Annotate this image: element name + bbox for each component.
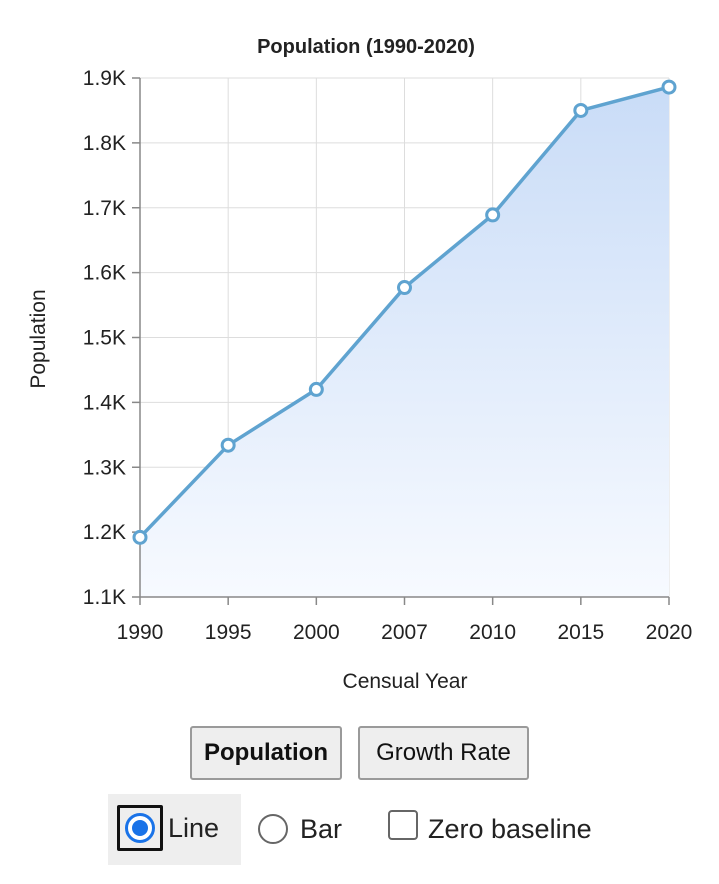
- y-tick-label: 1.7K: [83, 197, 126, 220]
- x-tick-label: 2015: [557, 621, 604, 644]
- line-radio[interactable]: [125, 813, 155, 843]
- focus-ring: [117, 805, 163, 851]
- data-point[interactable]: [308, 381, 324, 397]
- bar-radio[interactable]: [258, 814, 288, 844]
- y-tick-label: 1.5K: [83, 327, 126, 350]
- y-tick-label: 1.4K: [83, 391, 126, 414]
- metric-toggle: Population Growth Rate: [0, 726, 719, 784]
- x-tick-label: 2007: [381, 621, 428, 644]
- y-tick-label: 1.2K: [83, 521, 126, 544]
- y-tick-label: 1.6K: [83, 262, 126, 285]
- line-label: Line: [168, 813, 220, 843]
- population-button[interactable]: Population: [190, 726, 342, 780]
- y-tick-label: 1.8K: [83, 132, 126, 155]
- x-tick-label: 2010: [469, 621, 516, 644]
- zero-baseline-checkbox[interactable]: [388, 810, 418, 840]
- population-chart: Population (1990-2020) 1.1K 1.2K 1.3K 1.4K 1…: [27, 36, 693, 693]
- data-point[interactable]: [573, 102, 589, 118]
- data-point[interactable]: [661, 79, 677, 95]
- x-tick-label: 2020: [646, 621, 693, 644]
- data-point[interactable]: [485, 207, 501, 223]
- data-point[interactable]: [397, 280, 412, 296]
- chart-options: Line Bar Zero baseline: [0, 794, 719, 866]
- x-axis-label: Censual Year: [343, 670, 468, 693]
- x-tick-label: 1995: [205, 621, 252, 644]
- growth-rate-button[interactable]: Growth Rate: [358, 726, 529, 780]
- y-tick-label: 1.9K: [83, 67, 126, 90]
- x-tick-label: 2000: [293, 621, 340, 644]
- zero-baseline-label: Zero baseline: [428, 814, 592, 844]
- data-point[interactable]: [220, 437, 236, 453]
- y-tick-label: 1.1K: [83, 586, 126, 609]
- x-tick-label: 1990: [117, 621, 164, 644]
- data-point[interactable]: [132, 529, 148, 545]
- bar-label: Bar: [300, 814, 343, 844]
- chart-title: Population (1990-2020): [257, 36, 475, 58]
- y-axis-label: Population: [27, 289, 50, 388]
- y-tick-label: 1.3K: [83, 456, 126, 479]
- area-fill: [140, 87, 669, 598]
- line-option[interactable]: Line: [108, 794, 241, 865]
